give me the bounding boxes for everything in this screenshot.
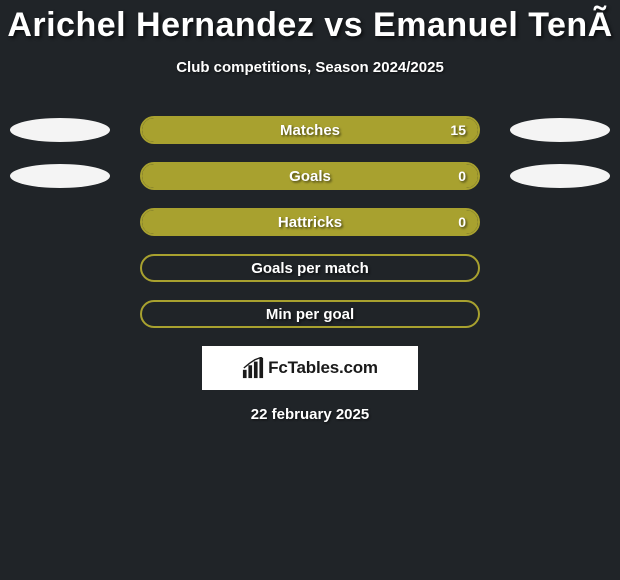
stat-value: 0 (458, 168, 466, 184)
right-ellipse (510, 164, 610, 188)
page-title: Arichel Hernandez vs Emanuel TenÃ (0, 0, 620, 45)
stat-bar: Min per goal (140, 300, 480, 328)
stat-value: 15 (450, 122, 466, 138)
page-subtitle: Club competitions, Season 2024/2025 (0, 59, 620, 76)
right-ellipse (510, 118, 610, 142)
left-ellipse (10, 118, 110, 142)
branding-box: FcTables.com (202, 346, 418, 390)
stat-rows: Matches 15 Goals 0 Hattricks 0 Goals per match… (0, 116, 620, 328)
stat-bar: Goals 0 (140, 162, 480, 190)
stat-label: Goals per match (251, 260, 369, 277)
footer-date: 22 february 2025 (0, 406, 620, 423)
stat-row: Hattricks 0 (0, 208, 620, 236)
stat-value: 0 (458, 214, 466, 230)
logo-icon (242, 357, 264, 379)
stat-bar: Matches 15 (140, 116, 480, 144)
stat-row: Goals per match (0, 254, 620, 282)
branding-text: FcTables.com (268, 358, 378, 378)
stat-row: Min per goal (0, 300, 620, 328)
stat-bar: Goals per match (140, 254, 480, 282)
stat-label: Matches (280, 122, 340, 139)
stat-label: Goals (289, 168, 331, 185)
stat-bar: Hattricks 0 (140, 208, 480, 236)
left-ellipse (10, 164, 110, 188)
stat-label: Min per goal (266, 306, 354, 323)
stat-label: Hattricks (278, 214, 342, 231)
stat-row: Matches 15 (0, 116, 620, 144)
stat-row: Goals 0 (0, 162, 620, 190)
